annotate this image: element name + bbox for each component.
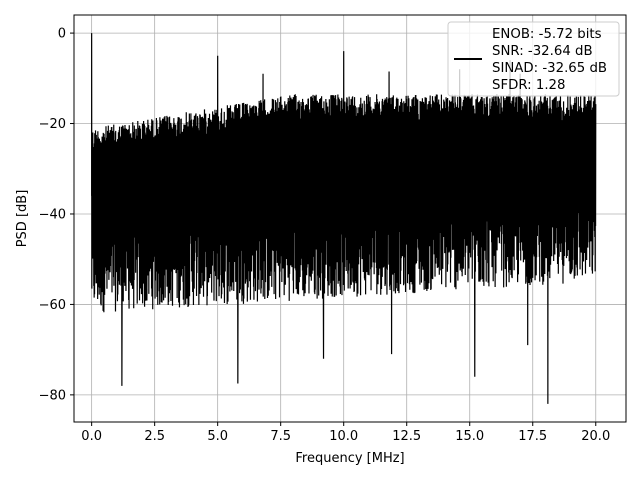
x-tick-label: 12.5	[392, 429, 421, 444]
y-tick-label: −20	[39, 117, 66, 132]
x-axis-label: Frequency [MHz]	[295, 451, 404, 466]
y-tick-label: −40	[39, 207, 66, 222]
y-axis-label: PSD [dB]	[15, 190, 30, 248]
x-tick-label: 2.5	[144, 429, 165, 444]
x-tick-label: 5.0	[207, 429, 228, 444]
y-tick-label: 0	[58, 27, 66, 42]
legend-entry-enob: ENOB: -5.72 bits	[492, 27, 602, 42]
y-tick-label: −80	[39, 388, 66, 403]
legend-entry-snr: SNR: -32.64 dB	[492, 44, 593, 59]
x-tick-label: 10.0	[329, 429, 358, 444]
x-tick-label: 20.0	[581, 429, 610, 444]
axes-frame	[73, 14, 627, 423]
psd-trace	[91, 33, 597, 404]
y-axis-ticks: 0 −20 −40 −60 −80	[39, 27, 74, 403]
x-tick-label: 17.5	[518, 429, 547, 444]
legend-box	[447, 21, 620, 97]
legend-entry-sfdr: SFDR: 1.28	[492, 78, 565, 93]
legend: ENOB: -5.72 bits SNR: -32.64 dB SINAD: -…	[447, 21, 620, 97]
x-axis-ticks: 0.0 2.5 5.0 7.5 10.0 12.5 15.0 17.5 20.0	[81, 422, 610, 444]
y-tick-label: −60	[39, 298, 66, 313]
x-tick-label: 7.5	[270, 429, 291, 444]
plot-area	[91, 33, 597, 404]
x-tick-label: 0.0	[81, 429, 102, 444]
x-tick-label: 15.0	[455, 429, 484, 444]
legend-entry-sinad: SINAD: -32.65 dB	[492, 61, 607, 76]
